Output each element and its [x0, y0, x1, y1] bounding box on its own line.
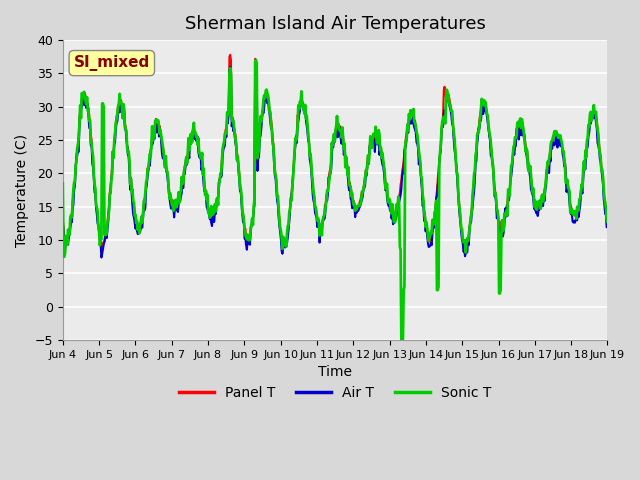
Air T	[97, 254, 105, 260]
Sonic T	[604, 219, 611, 225]
X-axis label: Time: Time	[318, 365, 352, 379]
Air T	[252, 59, 260, 64]
Panel T	[402, 134, 410, 140]
Air T	[419, 203, 426, 209]
Air T	[68, 206, 76, 212]
Sonic T	[419, 192, 426, 197]
Panel T	[418, 180, 426, 186]
Sonic T	[180, 169, 188, 175]
Sonic T	[68, 202, 76, 207]
Air T	[59, 219, 67, 225]
Sonic T	[125, 149, 132, 155]
Sonic T	[397, 340, 405, 346]
Panel T	[180, 167, 188, 172]
Line: Air T: Air T	[63, 61, 607, 257]
Panel T	[59, 217, 67, 223]
Air T	[604, 223, 611, 229]
Panel T	[209, 209, 216, 215]
Air T	[181, 171, 189, 177]
Air T	[125, 169, 133, 175]
Panel T	[125, 152, 132, 158]
Text: SI_mixed: SI_mixed	[74, 55, 150, 71]
Panel T	[68, 198, 76, 204]
Y-axis label: Temperature (C): Temperature (C)	[15, 133, 29, 247]
Panel T	[227, 52, 234, 58]
Panel T	[462, 246, 470, 252]
Sonic T	[252, 57, 260, 63]
Sonic T	[59, 180, 67, 186]
Title: Sherman Island Air Temperatures: Sherman Island Air Temperatures	[185, 15, 486, 33]
Air T	[403, 135, 410, 141]
Line: Sonic T: Sonic T	[63, 60, 607, 343]
Sonic T	[403, 135, 410, 141]
Line: Panel T: Panel T	[63, 55, 607, 249]
Sonic T	[209, 212, 216, 217]
Panel T	[604, 221, 611, 227]
Legend: Panel T, Air T, Sonic T: Panel T, Air T, Sonic T	[173, 380, 497, 405]
Air T	[210, 218, 218, 224]
